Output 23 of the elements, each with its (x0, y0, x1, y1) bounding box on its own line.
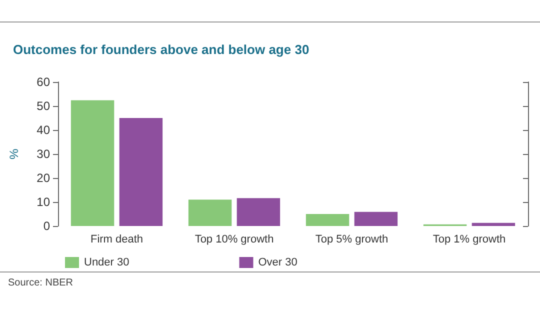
x-tick-label: Top 5% growth (315, 234, 388, 246)
y-tick-label: 0 (43, 219, 50, 233)
chart-title: Outcomes for founders above and below age 30 (13, 42, 310, 57)
y-tick-label: 10 (36, 195, 50, 209)
x-tick-label: Firm death (90, 234, 144, 246)
bar (354, 212, 398, 226)
y-tick-label: 20 (36, 171, 50, 185)
bar (70, 100, 114, 226)
bar (472, 222, 516, 226)
bar (236, 198, 280, 226)
legend-label: Under 30 (84, 256, 130, 268)
legend-label: Over 30 (258, 256, 298, 268)
y-tick-label: 60 (36, 75, 50, 89)
x-tick-label: Top 10% growth (194, 234, 274, 246)
y-axis-title: % (7, 148, 21, 160)
bar (306, 214, 350, 226)
bar (119, 118, 163, 226)
bar (188, 200, 232, 226)
y-tick-label: 30 (36, 147, 50, 161)
source-note: Source: NBER (8, 278, 74, 288)
y-tick-label: 50 (36, 99, 50, 113)
y-tick-label: 40 (36, 123, 50, 137)
x-tick-label: Top 1% growth (432, 234, 506, 246)
